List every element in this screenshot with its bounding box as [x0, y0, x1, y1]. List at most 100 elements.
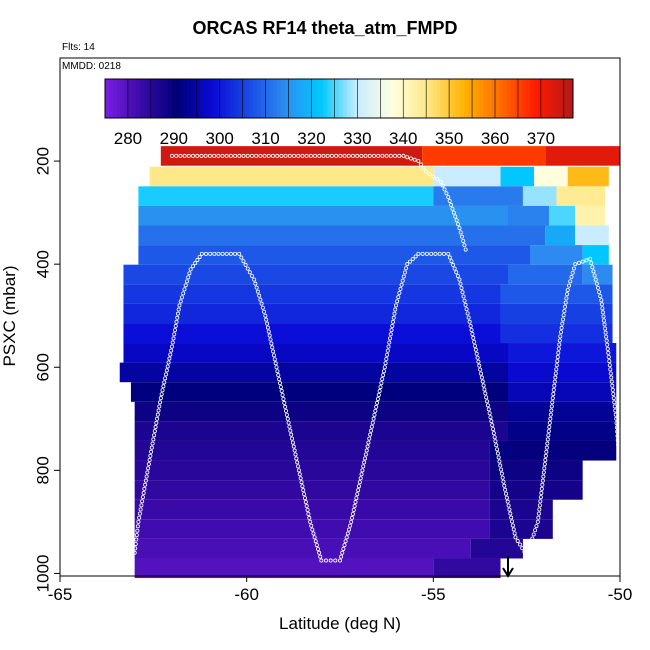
flight-track-point — [429, 251, 434, 256]
flight-track-point — [299, 480, 304, 485]
flight-track-point — [267, 333, 272, 338]
colorbar-swatch — [510, 79, 515, 118]
colorbar-swatch — [495, 79, 500, 118]
flight-track-point — [561, 313, 566, 318]
flight-track-point — [605, 342, 610, 347]
colorbar-swatch — [284, 79, 289, 118]
colorbar-swatch — [565, 79, 570, 118]
flight-track-point — [413, 254, 418, 259]
flight-track-point — [368, 432, 373, 437]
plot-frame — [59, 57, 621, 577]
flight-track-point — [247, 270, 252, 275]
flight-track-point — [613, 412, 618, 417]
colorbar-swatch — [545, 79, 551, 118]
flight-track-point — [608, 371, 613, 376]
flight-track-point — [315, 546, 320, 551]
heatmap-cell — [134, 480, 490, 500]
colorbar-tick-label: 280 — [114, 129, 142, 148]
flight-track-point — [184, 279, 189, 284]
colorbar-swatch — [424, 79, 430, 118]
flight-track-point — [341, 546, 346, 551]
flight-track-point — [433, 251, 438, 256]
flight-track-point — [590, 265, 595, 270]
flight-track-point — [563, 304, 568, 309]
flight-track-point — [319, 558, 324, 563]
flight-track-point — [480, 379, 485, 384]
flight-track-point — [512, 531, 517, 536]
colorbar-swatch — [491, 79, 496, 118]
flight-track-point — [161, 384, 166, 389]
flight-track-point — [543, 458, 548, 463]
flight-track-point — [602, 322, 607, 327]
flight-track-point — [370, 420, 375, 425]
flight-track-point — [147, 458, 152, 463]
colorbar-swatch — [405, 79, 410, 118]
flight-track-point — [343, 539, 348, 544]
flight-track-point — [150, 441, 155, 446]
flight-track-point — [390, 324, 395, 329]
colorbar-swatch — [190, 79, 196, 118]
heatmap-cell — [582, 264, 613, 285]
flight-track-point — [576, 260, 581, 265]
upper-track-point — [325, 153, 330, 158]
upper-track-point — [283, 153, 288, 158]
flight-track-point — [159, 392, 164, 397]
colorbar-swatch — [253, 79, 258, 118]
upper-track-point — [178, 153, 183, 158]
flight-track-point — [171, 336, 176, 341]
flight-track-point — [547, 425, 552, 430]
colorbar-swatch — [171, 79, 176, 118]
flight-track-point — [276, 373, 281, 378]
colorbar-swatch — [506, 79, 512, 118]
flight-track-point — [253, 281, 258, 286]
flight-track-point — [531, 532, 536, 537]
flight-track-point — [486, 407, 491, 412]
flight-track-point — [328, 558, 333, 563]
flight-track-point — [477, 363, 482, 368]
flight-track-point — [449, 259, 454, 264]
flight-track-point — [606, 354, 611, 359]
upper-track-point — [262, 153, 267, 158]
upper-track-point — [451, 210, 456, 215]
flight-track-point — [471, 335, 476, 340]
upper-track-point — [220, 153, 225, 158]
upper-track-point — [393, 153, 398, 158]
colorbar-swatch — [112, 79, 118, 118]
flight-track-point — [616, 442, 621, 447]
flight-track-point — [374, 404, 379, 409]
colorbar-swatch — [483, 79, 488, 118]
upper-track-point — [463, 247, 468, 252]
flight-track-point — [395, 299, 400, 304]
flight-track-point — [377, 389, 382, 394]
flight-track-point — [146, 466, 151, 471]
flight-track-point — [269, 341, 274, 346]
flight-track-point — [604, 338, 609, 343]
flight-track-point — [491, 431, 496, 436]
upper-track-point — [237, 153, 242, 158]
heatmap-cell — [489, 519, 553, 539]
colorbar-swatch — [276, 79, 281, 118]
flight-track-point — [493, 439, 498, 444]
flight-track-point — [135, 528, 140, 533]
flight-track-point — [359, 472, 364, 477]
x-tick-label: -50 — [608, 585, 633, 604]
colorbar-swatch — [155, 79, 161, 118]
upper-track-point — [258, 153, 263, 158]
flight-track-point — [339, 554, 344, 559]
colorbar-swatch — [268, 79, 274, 118]
flight-track-point — [447, 255, 452, 260]
flight-track-point — [558, 334, 563, 339]
colorbar-swatch — [292, 79, 297, 118]
colorbar-swatch — [569, 79, 574, 118]
flight-track-point — [356, 484, 361, 489]
upper-track-point — [317, 153, 322, 158]
flight-track-point — [163, 372, 168, 377]
flight-track-point — [371, 416, 376, 421]
flight-track-point — [381, 373, 386, 378]
flight-track-point — [563, 300, 568, 305]
flight-track-point — [613, 408, 618, 413]
heatmap-cell — [134, 499, 490, 520]
heatmap-cell — [433, 186, 523, 206]
upper-track-point — [191, 153, 196, 158]
